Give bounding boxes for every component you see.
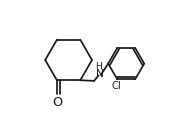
Text: N: N xyxy=(96,69,103,79)
Text: O: O xyxy=(52,96,62,109)
Text: H: H xyxy=(95,62,102,71)
Text: Cl: Cl xyxy=(111,81,121,91)
